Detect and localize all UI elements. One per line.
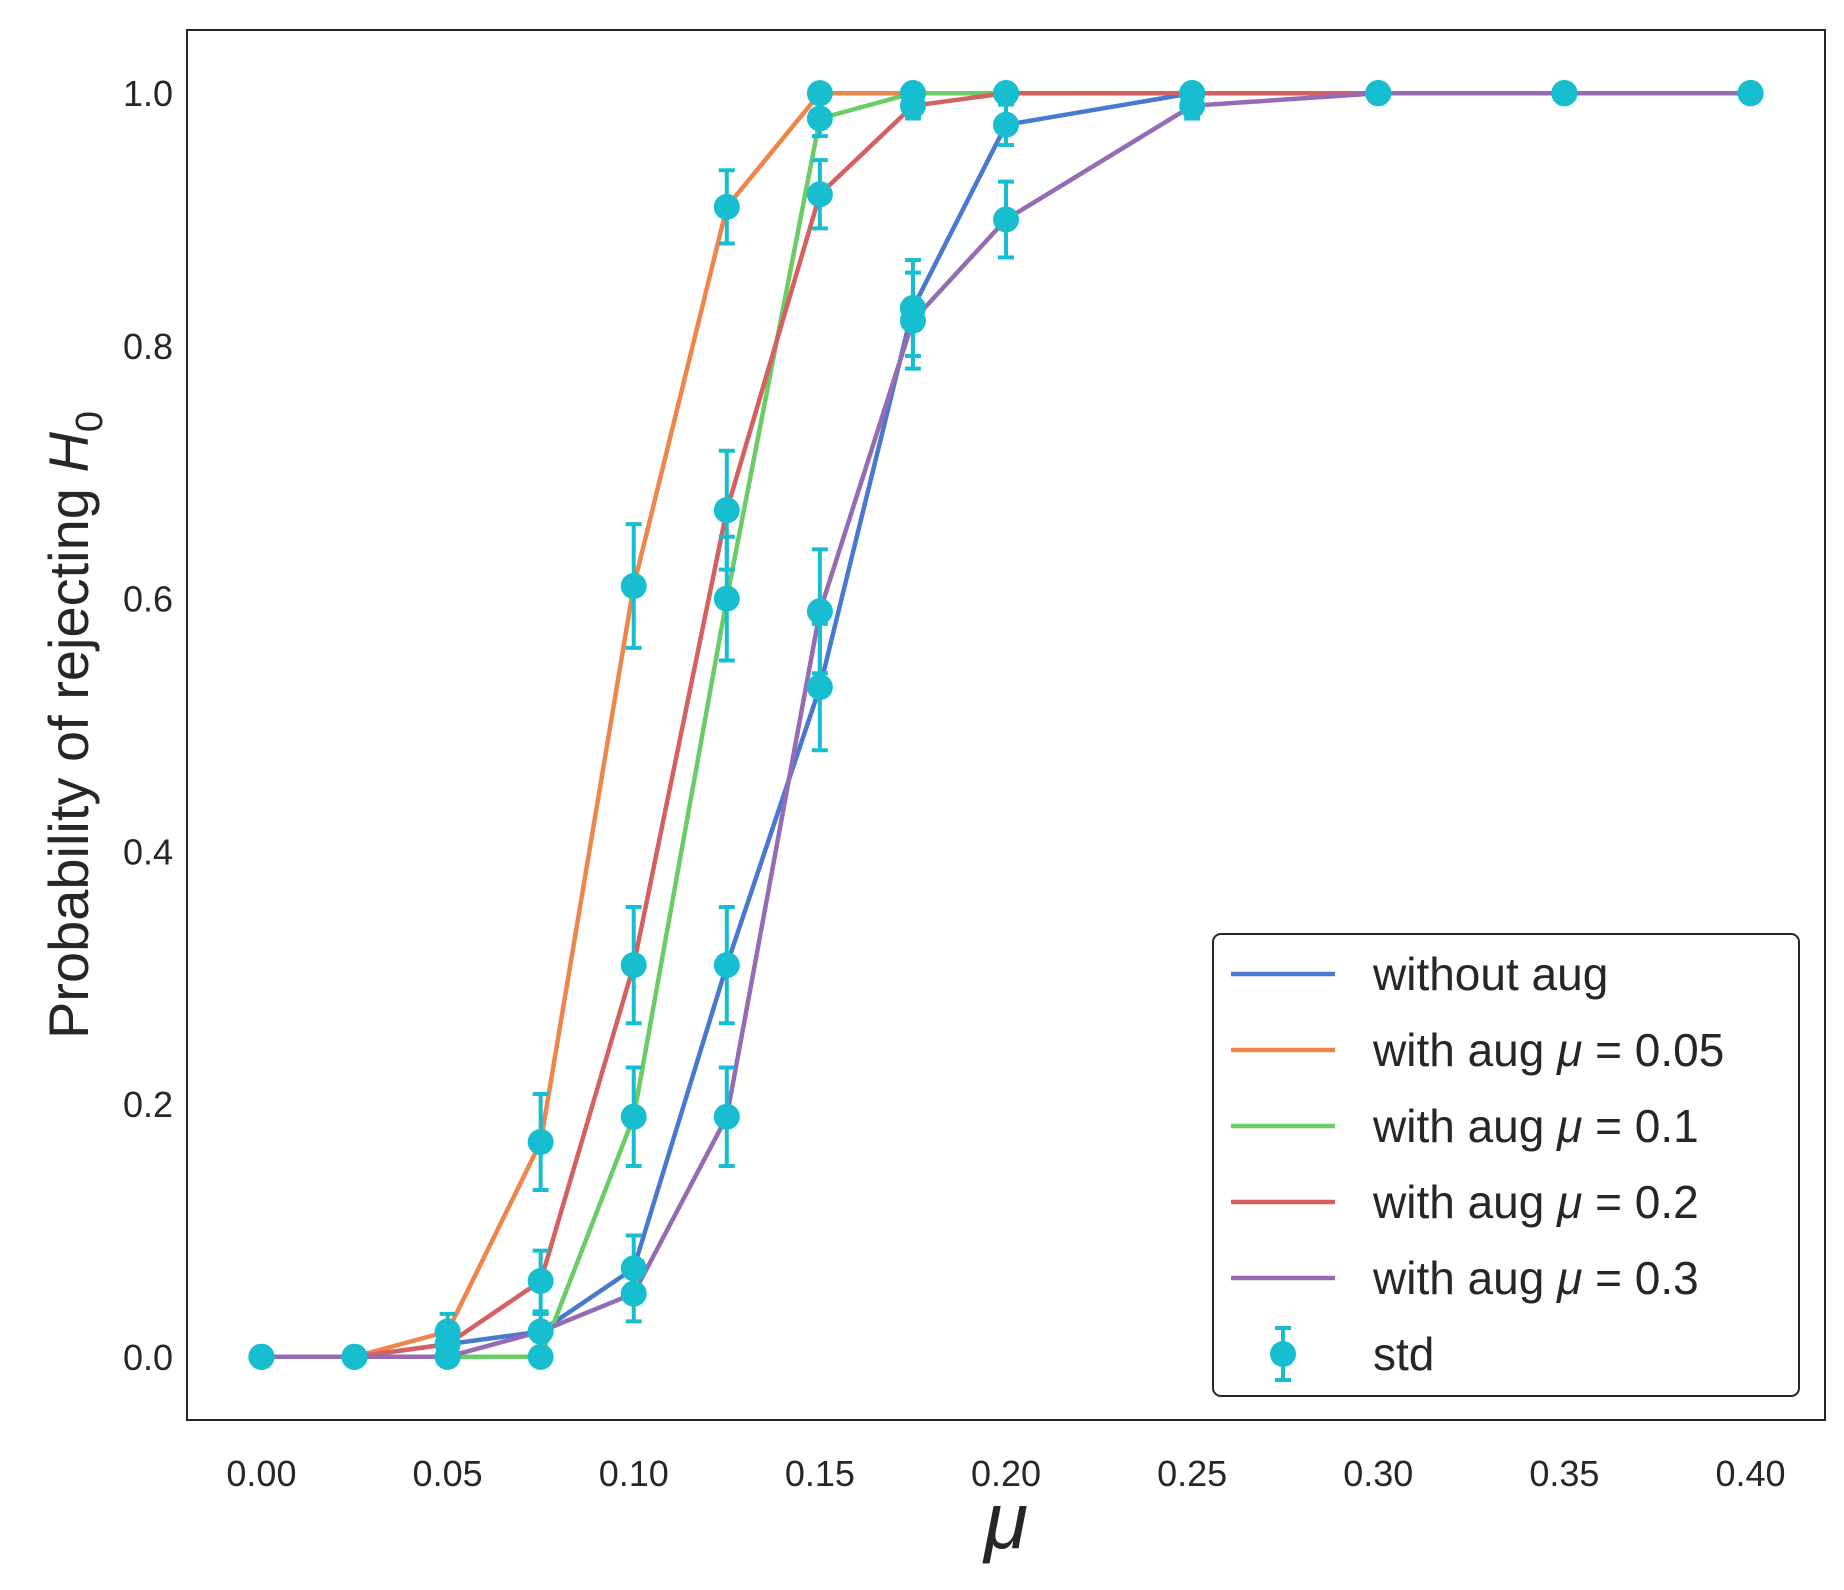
legend-box — [1212, 933, 1800, 1397]
std-point — [1365, 80, 1392, 107]
legend-label: with aug μ = 0.05 — [1372, 1024, 1724, 1076]
y-axis-label-subscript: 0 — [69, 411, 111, 432]
std-point — [341, 1343, 368, 1370]
std-point — [527, 1129, 554, 1155]
x-tick-label: 0.40 — [1716, 1453, 1786, 1494]
y-tick-labels: 0.0 0.2 0.4 0.6 0.8 1.0 — [123, 73, 173, 1378]
x-tick-label: 0.10 — [599, 1453, 669, 1494]
legend-std-marker — [1270, 1341, 1296, 1367]
legend-label: std — [1373, 1328, 1434, 1380]
x-tick-label: 0.25 — [1157, 1453, 1227, 1494]
std-point — [527, 1268, 554, 1294]
std-errorbars — [248, 80, 1764, 1370]
x-tick-label: 0.30 — [1343, 1453, 1413, 1494]
x-tick-label: 0.00 — [226, 1453, 296, 1494]
std-point — [1179, 92, 1206, 119]
x-tick-label: 0.20 — [971, 1453, 1041, 1494]
legend-label: with aug μ = 0.3 — [1372, 1252, 1699, 1304]
x-tick-label: 0.35 — [1529, 1453, 1599, 1494]
std-point — [899, 307, 926, 334]
std-point — [713, 193, 740, 220]
y-tick-label: 0.2 — [123, 1084, 173, 1125]
std-point — [713, 952, 740, 979]
legend-label: with aug μ = 0.1 — [1372, 1100, 1699, 1152]
x-axis-label: μ — [982, 1476, 1028, 1565]
x-tick-labels: 0.00 0.05 0.10 0.15 0.20 0.25 0.30 0.35 0.40 — [226, 1453, 1785, 1494]
y-tick-label: 0.8 — [123, 326, 173, 367]
std-point — [248, 1343, 275, 1370]
std-point — [620, 1280, 647, 1307]
std-point — [993, 111, 1019, 138]
std-point — [1737, 80, 1764, 107]
std-point — [993, 206, 1019, 233]
std-point — [620, 573, 647, 599]
x-tick-label: 0.15 — [785, 1453, 855, 1494]
std-point — [993, 80, 1019, 107]
std-point — [620, 1103, 647, 1130]
y-tick-label: 0.6 — [123, 579, 173, 620]
std-point — [620, 952, 647, 979]
std-point — [434, 1343, 461, 1370]
std-point — [806, 674, 833, 701]
y-axis-label: Probability of rejecting H0 — [37, 411, 111, 1039]
std-point — [713, 1103, 740, 1130]
std-point — [713, 585, 740, 612]
legend: without aug with aug μ = 0.05 with aug μ =… — [1212, 933, 1800, 1397]
std-point — [899, 92, 926, 119]
x-tick-label: 0.05 — [413, 1453, 483, 1494]
std-point — [1551, 80, 1578, 107]
axes-frame — [186, 29, 1826, 1421]
y-tick-label: 0.0 — [123, 1337, 173, 1378]
y-axis-label-symbol: H — [37, 432, 100, 473]
y-axis-label-text: Probability of rejecting — [37, 473, 100, 1040]
std-point — [527, 1318, 554, 1345]
y-tick-label: 1.0 — [123, 73, 173, 114]
std-point — [806, 181, 833, 208]
y-tick-label: 0.4 — [123, 831, 173, 872]
std-point — [806, 105, 833, 132]
legend-label: without aug — [1372, 948, 1608, 1000]
std-point — [806, 598, 833, 625]
legend-label: with aug μ = 0.2 — [1372, 1176, 1699, 1228]
std-point — [713, 497, 740, 524]
